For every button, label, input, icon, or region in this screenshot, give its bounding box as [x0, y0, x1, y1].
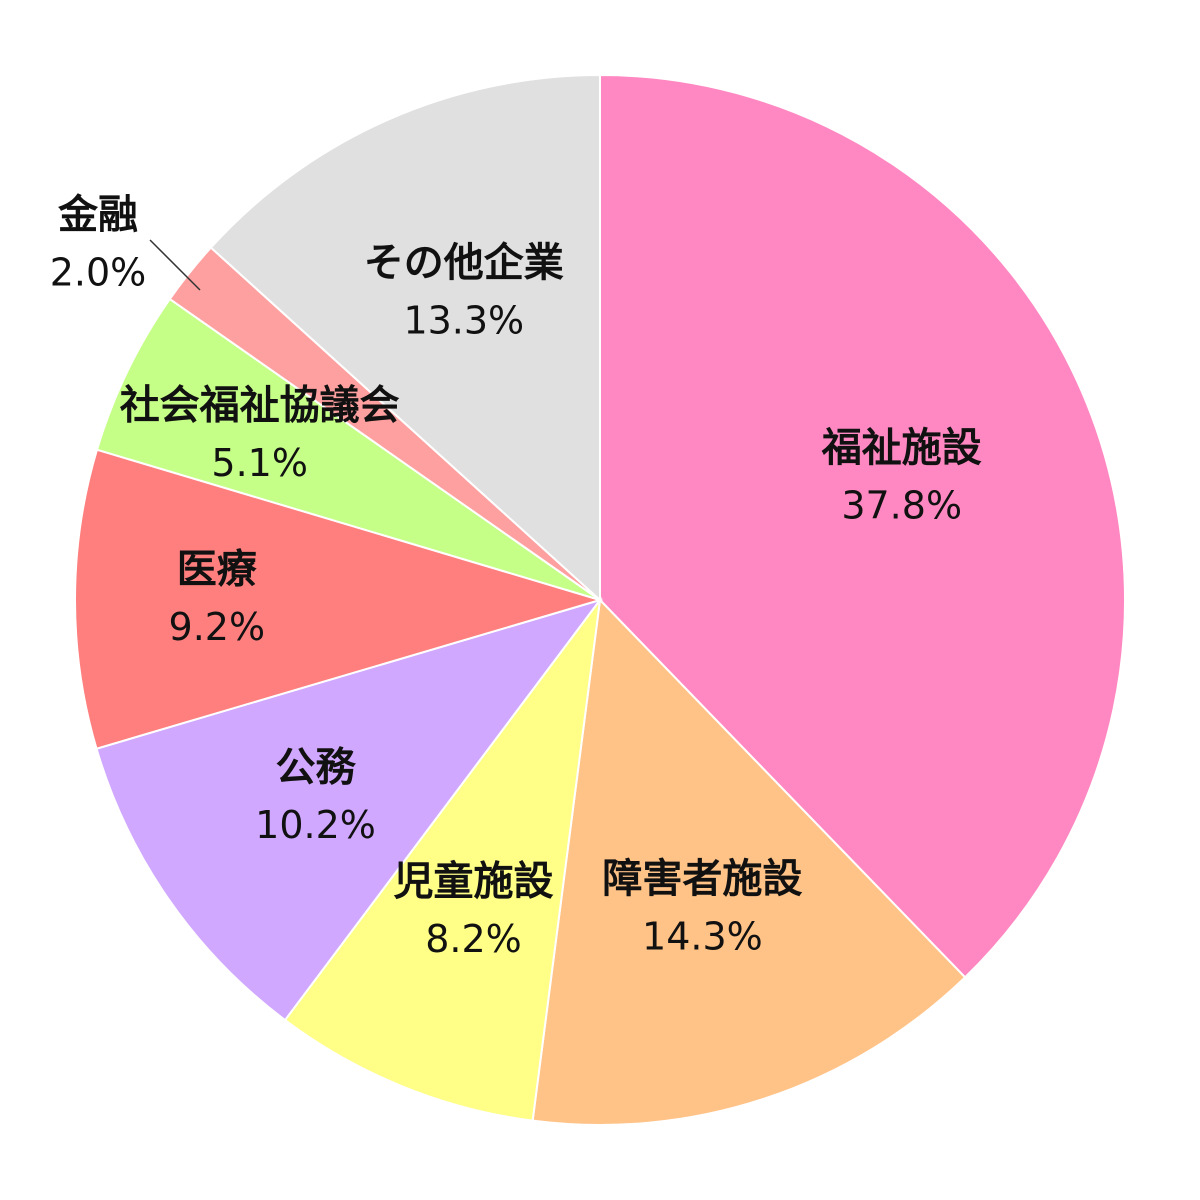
slice-label-value: 8.2% [425, 917, 522, 961]
slice-label-value: 14.3% [642, 915, 763, 959]
slice-label-name: 障害者施設 [602, 856, 802, 902]
pie-slice [599, 73, 1126, 979]
slice-label-value: 5.1% [211, 441, 308, 485]
pie-slice [283, 596, 602, 1122]
pie-slices [74, 73, 1126, 1126]
slice-label-value: 13.3% [403, 298, 524, 342]
pie-slice [531, 597, 967, 1126]
pie-slice [95, 297, 601, 601]
slice-label-value: 10.2% [255, 803, 376, 847]
slice-label-name: その他企業 [364, 240, 564, 286]
slice-label-name: 医療 [177, 546, 258, 592]
pie-slice [209, 73, 601, 603]
slice-label-value: 2.0% [50, 251, 147, 295]
leader-line [149, 239, 201, 291]
slice-label-name: 金融 [57, 192, 138, 238]
slice-label-value: 9.2% [169, 605, 266, 649]
pie-slice [74, 448, 604, 750]
pie-slice [95, 598, 603, 1022]
slice-label-name: 社会福祉協議会 [120, 383, 400, 429]
pie-labels: 福祉施設 37.8% 障害者施設 14.3% 児童施設 8.2% 公務 10.2% 医療 9.2%… [50, 192, 982, 961]
slice-label-name: 公務 [276, 745, 357, 791]
slice-label-name: 児童施設 [394, 858, 554, 904]
slice-label-value: 37.8% [841, 483, 962, 527]
slice-label-name: 福祉施設 [821, 425, 982, 471]
